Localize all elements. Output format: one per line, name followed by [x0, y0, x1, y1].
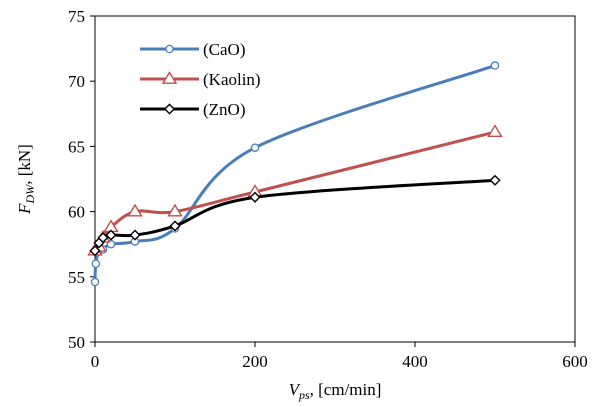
legend: (CaO) (Kaolin) (ZnO): [140, 40, 261, 119]
series-triangle: [87, 124, 503, 256]
y-tick-label: 65: [68, 137, 85, 156]
data-point: [169, 220, 181, 232]
data-point: [91, 259, 101, 269]
data-point: [97, 232, 109, 244]
x-axis-title: Vps, [cm/min]: [289, 380, 382, 402]
y-tick-label: 55: [68, 268, 85, 287]
y-tick-label: 75: [68, 7, 85, 26]
plot-frame: [94, 15, 576, 343]
data-point: [127, 203, 143, 217]
legend-item: (ZnO): [140, 100, 245, 119]
series-line: [93, 64, 496, 283]
y-tick-label: 60: [68, 203, 85, 222]
x-axis-symbol: V: [289, 380, 302, 399]
data-point: [89, 245, 101, 257]
y-axis-title: FDW, [kN]: [15, 144, 37, 215]
legend-item: (Kaolin): [140, 70, 261, 89]
x-tick-label: 200: [242, 352, 268, 371]
axes: [90, 15, 576, 347]
series-diamond: [89, 174, 501, 257]
legend-marker: [161, 71, 178, 84]
y-tick-labels: 50 55 60 65 70 75: [68, 7, 85, 352]
series-circle: [90, 61, 500, 287]
data-point: [105, 229, 117, 241]
data-point: [167, 203, 183, 217]
data-point: [250, 143, 260, 152]
y-axis-subscript: DW: [23, 184, 37, 205]
data-point: [489, 174, 501, 186]
x-tick-label: 400: [402, 352, 428, 371]
y-tick-label: 50: [68, 333, 85, 352]
legend-item: (CaO): [140, 40, 245, 59]
legend-label: (CaO): [203, 40, 245, 59]
x-axis-subscript: ps: [298, 388, 310, 402]
x-tick-labels: 0 200 400 600: [91, 352, 588, 371]
x-axis-unit: , [cm/min]: [310, 380, 382, 399]
data-point: [249, 191, 261, 203]
legend-label: (ZnO): [203, 100, 245, 119]
series-layer: [87, 61, 503, 287]
data-point: [487, 124, 503, 137]
legend-label: (Kaolin): [203, 70, 261, 89]
data-point: [129, 229, 141, 241]
x-tick-label: 600: [562, 352, 588, 371]
y-axis-unit: , [kN]: [15, 144, 34, 185]
data-point: [490, 61, 500, 70]
x-tick-label: 0: [91, 352, 100, 371]
y-axis-symbol: F: [15, 203, 34, 215]
y-tick-label: 70: [68, 72, 85, 91]
legend-marker: [165, 44, 174, 54]
data-point: [90, 277, 100, 287]
legend-marker: [163, 103, 176, 115]
